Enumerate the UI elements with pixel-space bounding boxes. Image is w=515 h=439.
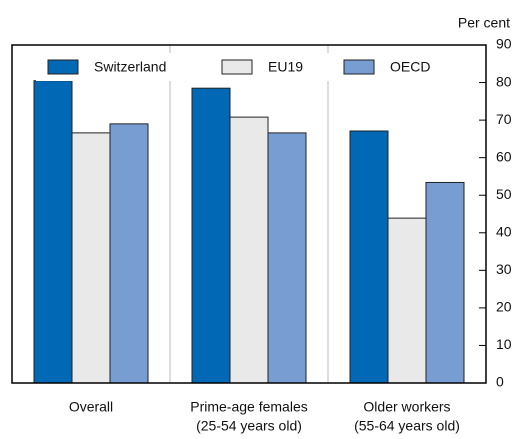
y-tick-label: 20 xyxy=(496,299,512,315)
bar xyxy=(267,132,307,384)
y-tick-label: 80 xyxy=(496,73,512,89)
y-tick-label: 60 xyxy=(496,148,512,164)
x-tick-label: Overall xyxy=(69,399,113,415)
bar xyxy=(191,87,231,384)
x-tick-label: Prime-age females xyxy=(190,399,308,415)
bar xyxy=(33,80,73,384)
legend-swatch xyxy=(343,59,375,75)
y-tick-label: 70 xyxy=(496,111,512,127)
bar xyxy=(229,116,269,384)
y-tick-label: 40 xyxy=(496,223,512,239)
y-axis-label: Per cent xyxy=(458,15,510,31)
x-tick-label: Older workers xyxy=(363,399,450,415)
bar xyxy=(71,132,111,384)
legend-box xyxy=(36,53,476,81)
legend-label: OECD xyxy=(390,59,430,75)
legend-label: Switzerland xyxy=(94,59,166,75)
bar xyxy=(425,181,465,384)
bar xyxy=(349,130,389,384)
plot-frame xyxy=(11,44,487,384)
y-tick-label: 90 xyxy=(496,36,512,52)
legend-label: EU19 xyxy=(268,59,303,75)
y-tick-label: 30 xyxy=(496,261,512,277)
legend-swatch xyxy=(221,59,253,75)
legend-swatch xyxy=(47,59,79,75)
y-tick-label: 10 xyxy=(496,336,512,352)
x-tick-label: (55-64 years old) xyxy=(354,418,460,434)
y-tick-label: 50 xyxy=(496,186,512,202)
x-tick-label: (25-54 years old) xyxy=(196,418,302,434)
bar xyxy=(109,123,149,384)
bar xyxy=(387,217,427,384)
y-tick-label: 0 xyxy=(496,374,504,390)
